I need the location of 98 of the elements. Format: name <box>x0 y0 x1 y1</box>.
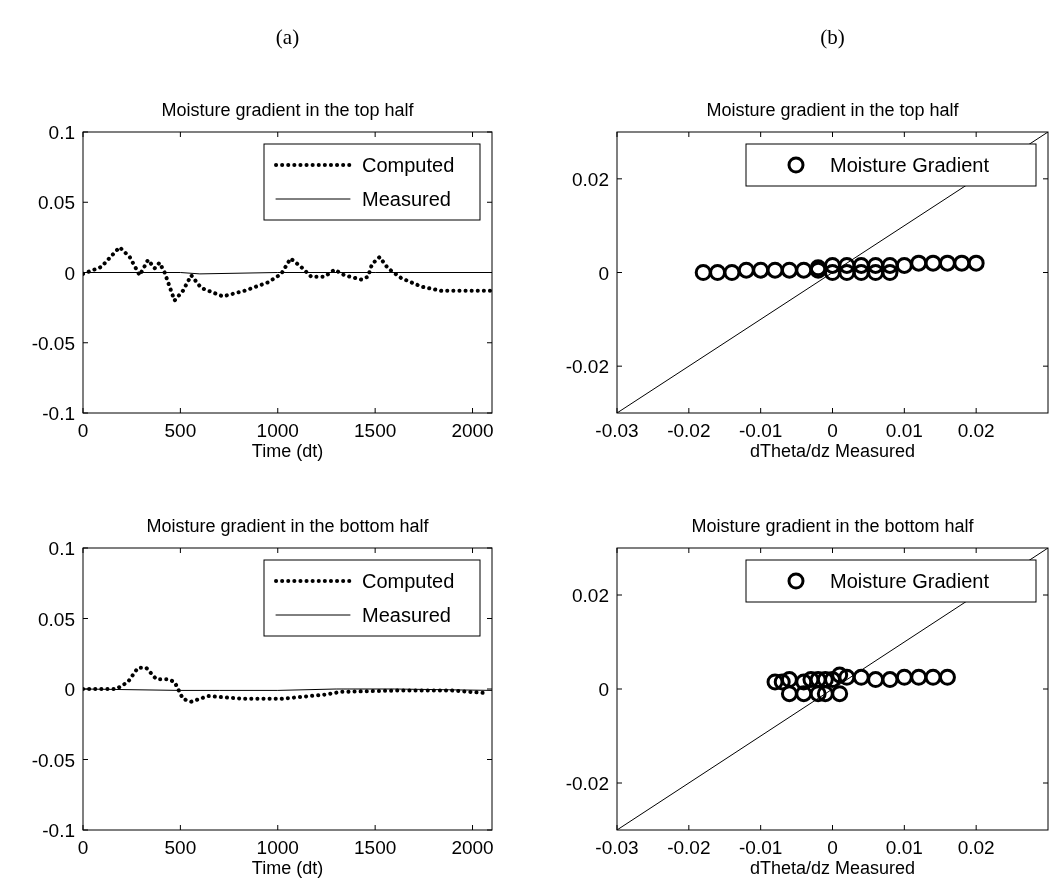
y-tick-label: 0.02 <box>572 585 609 606</box>
point <box>867 256 885 274</box>
x-tick-label: 0.01 <box>885 837 923 858</box>
point <box>795 685 813 703</box>
point <box>910 668 928 686</box>
text: (a) <box>275 25 300 49</box>
chart-title: Moisture gradient in the top half <box>706 100 960 120</box>
x-tick-label: 0 <box>77 837 89 858</box>
point <box>838 264 856 281</box>
y-tick-label: 0 <box>64 262 75 284</box>
point <box>752 261 770 279</box>
legend-label: Moisture Gradient <box>830 154 990 176</box>
point <box>795 261 813 279</box>
x-tick-label: 1000 <box>256 420 299 441</box>
y-tick-label: -0.02 <box>565 356 609 378</box>
x-axis-title: Time (dt) <box>251 858 324 878</box>
x-tick-label: 500 <box>164 837 197 858</box>
point <box>824 264 841 281</box>
x-tick-label: 0 <box>827 420 838 441</box>
x-tick-label: 2000 <box>451 837 494 858</box>
point <box>802 671 820 689</box>
x-tick-label: -0.03 <box>595 837 639 858</box>
y-tick-label: -0.05 <box>31 749 75 771</box>
point <box>694 264 712 281</box>
x-tick-label: -0.03 <box>595 420 639 441</box>
point <box>838 256 856 274</box>
point <box>780 685 798 703</box>
legend-label: Measured <box>362 188 451 210</box>
point <box>881 671 899 689</box>
x-tick-label: 2000 <box>451 420 494 441</box>
text: (b) <box>820 25 845 49</box>
x-tick-label: 1000 <box>256 837 299 858</box>
x-axis-title: Time (dt) <box>251 441 324 461</box>
y-tick-label: 0 <box>598 679 609 700</box>
x-tick-label: 0 <box>827 837 838 858</box>
point <box>809 685 827 703</box>
point <box>881 256 899 274</box>
x-tick-label: 0.01 <box>885 420 923 441</box>
y-tick-label: 0 <box>598 262 609 284</box>
x-tick-label: -0.02 <box>667 837 711 858</box>
x-tick-label: 0.02 <box>957 837 995 858</box>
x-axis-title: dTheta/dz Measured <box>749 858 916 878</box>
point <box>910 254 928 272</box>
point <box>795 673 813 691</box>
y-tick-label: -0.1 <box>42 403 75 424</box>
x-tick-label: 0 <box>77 420 89 441</box>
point <box>924 254 942 272</box>
point <box>895 256 913 274</box>
point <box>953 254 971 272</box>
point <box>867 671 885 689</box>
legend-label: Moisture Gradient <box>830 570 990 592</box>
point <box>867 264 885 281</box>
point <box>780 671 798 689</box>
x-tick-label: -0.02 <box>667 420 711 441</box>
point <box>881 264 899 281</box>
point <box>824 256 841 274</box>
point <box>773 673 791 691</box>
point <box>824 671 841 689</box>
point <box>766 673 784 691</box>
point <box>924 668 942 686</box>
chart-title: Moisture gradient in the bottom half <box>146 516 430 536</box>
y-tick-label: 0.02 <box>572 168 609 190</box>
point <box>709 264 727 281</box>
point <box>852 256 870 274</box>
x-tick-label: 1500 <box>354 837 397 858</box>
y-tick-label: 0.1 <box>48 538 75 559</box>
legend-label: Measured <box>362 604 451 626</box>
point <box>723 264 741 281</box>
x-tick-label: -0.01 <box>739 837 783 858</box>
chart-title: Moisture gradient in the top half <box>161 100 415 120</box>
x-tick-label: 1500 <box>354 420 397 441</box>
legend-label: Computed <box>362 570 455 592</box>
point <box>831 666 849 684</box>
x-tick-label: 0.02 <box>957 420 995 441</box>
point <box>938 254 956 272</box>
x-axis-title: dTheta/dz Measured <box>749 441 916 461</box>
point <box>737 261 755 279</box>
point <box>838 668 856 686</box>
point <box>895 668 913 686</box>
y-tick-label: 0.05 <box>38 192 75 214</box>
y-tick-label: -0.02 <box>565 773 609 794</box>
y-tick-label: 0.05 <box>38 608 75 630</box>
point <box>780 261 798 279</box>
x-tick-label: 500 <box>164 420 197 441</box>
point <box>816 685 834 703</box>
y-tick-label: 0 <box>64 679 75 700</box>
point <box>852 264 870 281</box>
point <box>938 668 956 686</box>
point <box>967 254 985 272</box>
point <box>831 685 849 703</box>
x-tick-label: -0.01 <box>739 420 783 441</box>
chart-title: Moisture gradient in the bottom half <box>691 516 975 536</box>
y-tick-label: -0.1 <box>42 820 75 841</box>
point <box>766 261 784 279</box>
y-tick-label: 0.1 <box>48 122 75 143</box>
legend-label: Computed <box>362 154 455 176</box>
y-tick-label: -0.05 <box>31 332 75 354</box>
point <box>852 668 870 686</box>
